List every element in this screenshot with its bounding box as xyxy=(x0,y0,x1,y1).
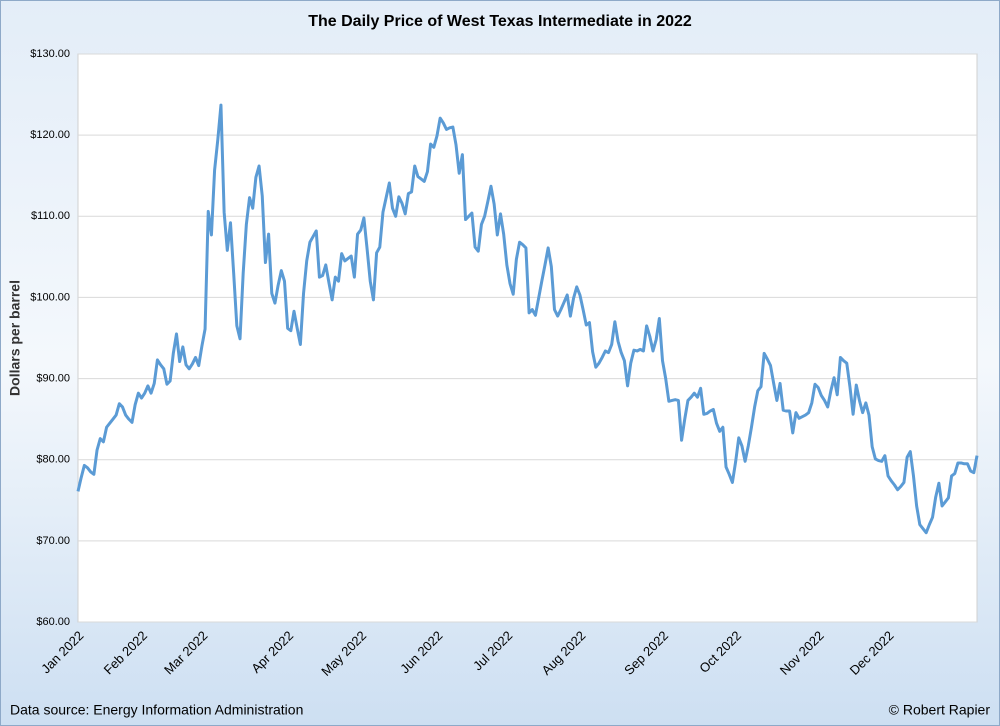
chart-title: The Daily Price of West Texas Intermedia… xyxy=(308,13,692,30)
y-tick-label: $100.00 xyxy=(30,291,70,303)
y-axis-label: Dollars per barrel xyxy=(7,280,23,396)
credit: © Robert Rapier xyxy=(889,702,991,718)
y-tick-label: $80.00 xyxy=(36,454,70,466)
y-tick-label: $120.00 xyxy=(30,129,70,141)
plot-area xyxy=(77,53,978,623)
price-line xyxy=(76,103,979,535)
y-tick-label: $110.00 xyxy=(31,210,70,222)
y-tick-label: $70.00 xyxy=(36,535,70,547)
y-tick-label: $130.00 xyxy=(30,48,70,60)
source-note: Data source: Energy Information Administ… xyxy=(10,702,303,718)
y-tick-label: $90.00 xyxy=(36,372,70,384)
y-tick-label: $60.00 xyxy=(36,616,70,628)
